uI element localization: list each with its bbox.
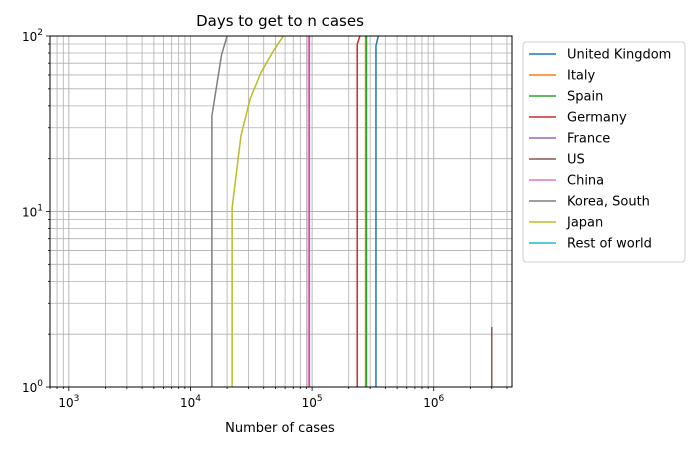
series-layer	[211, 36, 493, 387]
series-line-korea-south	[211, 36, 228, 387]
y-tick-label: 101	[22, 204, 43, 220]
chart-title: Days to get to n cases	[196, 12, 364, 30]
legend-label: Rest of world	[567, 237, 652, 252]
legend-label: United Kingdom	[567, 48, 671, 63]
x-tick-label: 104	[180, 394, 201, 410]
x-axis-label: Number of cases	[225, 421, 335, 436]
y-tick-label: 102	[22, 28, 43, 44]
legend-box	[522, 41, 686, 263]
legend-label: France	[567, 132, 610, 147]
legend-label: Korea, South	[567, 195, 650, 210]
legend-label: China	[567, 174, 604, 189]
axis-ticks: 103 104 105 106 100 101 102	[22, 28, 508, 410]
legend-label: Spain	[567, 90, 603, 105]
legend-label: Germany	[567, 111, 627, 126]
legend-label: Japan	[566, 216, 603, 231]
legend-label: Italy	[567, 69, 596, 84]
legend-label: US	[567, 153, 585, 168]
series-line-japan	[231, 36, 284, 387]
series-line-united-kingdom	[375, 36, 380, 387]
legend: United Kingdom Italy Spain Germany France US C…	[522, 41, 686, 263]
x-tick-label: 105	[302, 394, 323, 410]
y-tick-label: 100	[22, 379, 43, 395]
x-tick-label: 106	[423, 394, 444, 410]
x-tick-label: 103	[58, 394, 79, 410]
series-line-germany	[356, 36, 361, 387]
